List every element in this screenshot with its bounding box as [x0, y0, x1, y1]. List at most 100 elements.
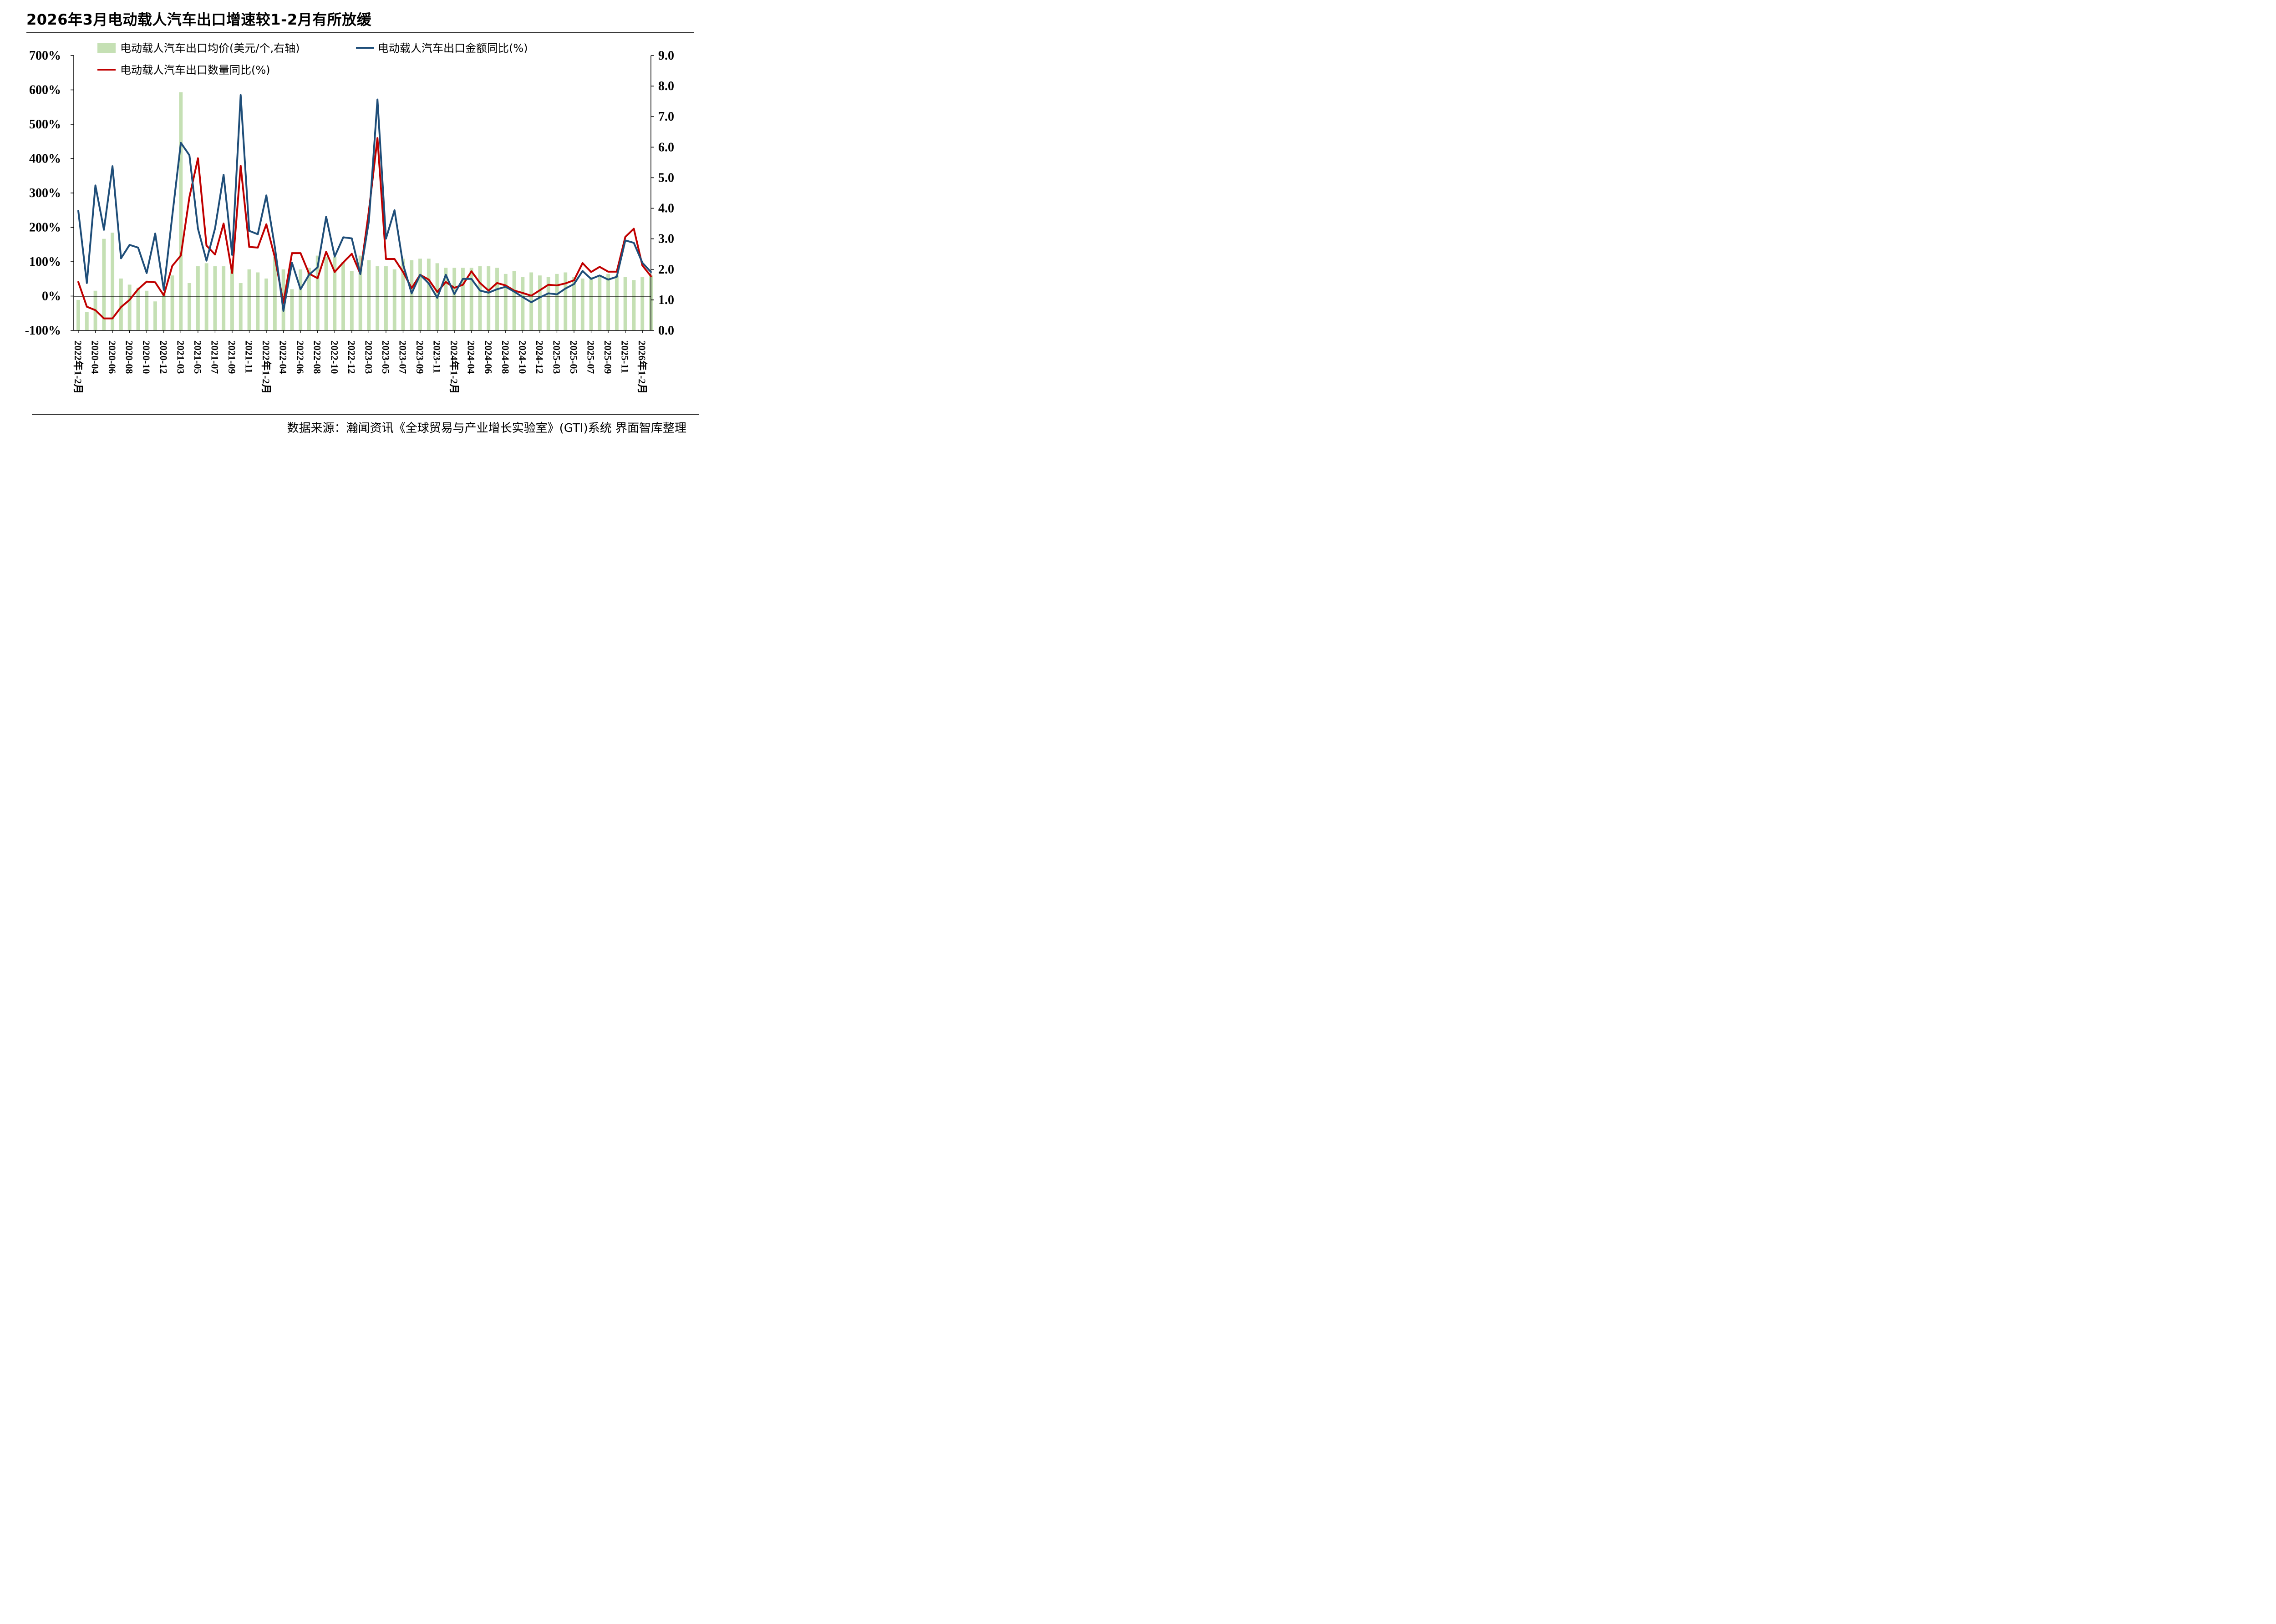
left-tick-label: -100% [25, 324, 61, 338]
price-bar [333, 257, 337, 330]
price-bar [85, 312, 89, 330]
x-tick-label: 2021-09 [226, 340, 238, 374]
price-bar [136, 288, 140, 330]
price-bar [367, 260, 371, 330]
legend-label-price: 电动载人汽车出口均价(美元/个,右轴) [120, 42, 300, 55]
right-tick-label: 2.0 [658, 263, 674, 277]
x-tick-label: 2022-10 [329, 340, 340, 374]
x-tick-label: 2026年1-2月 [636, 340, 648, 394]
right-tick-label: 0.0 [658, 324, 674, 338]
price-bar [247, 269, 251, 330]
price-bar [358, 255, 362, 330]
right-tick-label: 9.0 [658, 49, 674, 63]
left-tick-label: 0% [42, 289, 61, 304]
price-bar [76, 299, 80, 330]
price-bar [555, 274, 559, 330]
x-tick-label: 2021-07 [209, 340, 220, 374]
x-tick-label: 2024-06 [483, 340, 494, 374]
price-bar [487, 266, 491, 330]
left-tick-label: 200% [29, 221, 61, 235]
x-tick-label: 2024-08 [500, 340, 511, 374]
price-bar [196, 266, 200, 330]
price-bar [162, 292, 166, 330]
price-bar [503, 274, 508, 330]
x-tick-label: 2020-08 [124, 340, 135, 374]
x-tick-label: 2024-10 [517, 340, 528, 374]
price-bar [512, 271, 516, 330]
price-bar [478, 266, 482, 330]
price-bar [469, 268, 473, 330]
left-tick-label: 700% [29, 49, 61, 63]
x-tick-label: 2020-06 [107, 340, 118, 374]
price-bar [290, 289, 294, 330]
price-bar [589, 277, 593, 330]
price-bar [188, 283, 192, 330]
price-bar [256, 272, 260, 330]
x-tick-label: 2021-05 [192, 340, 203, 374]
legend-label-value: 电动载人汽车出口金额同比(%) [378, 42, 528, 55]
value-yoy-line [77, 94, 652, 312]
price-bar [153, 301, 157, 330]
chart-title: 2026年3月电动载人汽车出口增速较1-2月有所放缓 [26, 11, 372, 28]
x-tick-label: 2025-09 [602, 340, 614, 374]
legend-label-volume: 电动载人汽车出口数量同比(%) [120, 64, 270, 76]
right-tick-label: 3.0 [658, 232, 674, 246]
title-divider [26, 32, 694, 33]
price-bar [392, 269, 396, 330]
price-bar [273, 257, 277, 330]
x-tick-label: 2024-12 [534, 340, 545, 374]
price-bar [444, 268, 448, 330]
x-tick-label: 2025-03 [551, 340, 562, 374]
price-bar [230, 264, 234, 330]
legend: 电动载人汽车出口均价(美元/个,右轴) 电动载人汽车出口金额同比(%) 电动载人汽车… [97, 42, 528, 76]
footer-divider [32, 414, 699, 415]
price-bar [623, 277, 627, 330]
x-tick-label: 2022年1-2月 [260, 340, 272, 394]
price-bar [401, 259, 405, 330]
price-bar [222, 266, 226, 330]
x-tick-label: 2023-05 [380, 340, 391, 374]
price-bar [119, 278, 123, 330]
price-bar [145, 290, 149, 330]
price-bar [546, 277, 550, 330]
x-tick-label: 2022-06 [295, 340, 306, 374]
x-tick-label: 2025-07 [585, 340, 597, 374]
price-bar [111, 233, 115, 330]
price-bar [580, 278, 584, 330]
series-lines [77, 94, 652, 320]
source-note: 数据来源：瀚闻资讯《全球贸易与产业增长实验室》(GTI)系统 界面智库整理 [287, 421, 686, 435]
price-bar [213, 266, 217, 330]
left-tick-label: 300% [29, 186, 61, 200]
axes: -100% 0% 100% 200% 300% 400% 500% 600% 700% 0.0 1.… [25, 49, 674, 394]
price-bar [640, 277, 645, 330]
price-bar [102, 239, 106, 330]
x-tick-label: 2020-04 [90, 340, 101, 374]
x-tick-label: 2022-12 [346, 340, 357, 374]
right-tick-label: 6.0 [658, 140, 674, 154]
price-bar [239, 283, 243, 330]
price-bar [315, 255, 320, 330]
x-tick-label: 2023-09 [414, 340, 426, 374]
price-bar [572, 277, 576, 330]
price-bar [376, 266, 380, 330]
price-bar [452, 268, 457, 330]
price-bar [350, 271, 354, 330]
x-tick-label: 2025-05 [568, 340, 579, 374]
x-tick-label: 2022年1-2月 [72, 340, 84, 394]
x-tick-label: 2022-08 [312, 340, 323, 374]
price-bar [632, 280, 636, 330]
price-bar [615, 275, 619, 330]
price-bar [127, 284, 132, 330]
x-tick-label: 2021-03 [175, 340, 186, 374]
legend-swatch-price [97, 43, 116, 53]
price-bar [264, 278, 269, 330]
left-tick-label: 400% [29, 152, 61, 166]
price-bar [564, 272, 568, 330]
right-tick-label: 7.0 [658, 110, 674, 124]
price-bar [299, 269, 303, 330]
x-tick-label: 2024年1-2月 [448, 340, 460, 394]
x-tick-label: 2021-11 [244, 340, 255, 373]
price-bar [606, 274, 610, 330]
left-tick-label: 100% [29, 255, 61, 269]
price-bar [598, 277, 602, 330]
